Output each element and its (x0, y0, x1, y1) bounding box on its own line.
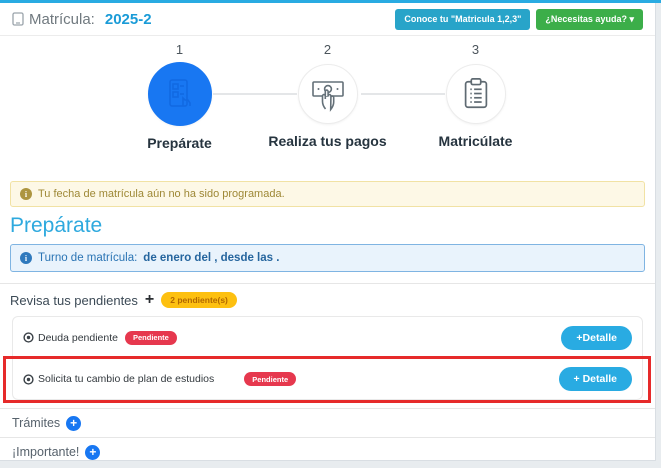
status-badge: Pendiente (125, 330, 177, 345)
matricula-card: Matrícula: 2025-2 Conoce tu "Matricula 1… (0, 3, 656, 461)
step-number: 3 (471, 42, 480, 57)
step-label: Prepárate (147, 135, 212, 151)
turno-info-alert: i Turno de matrícula: de enero del , des… (10, 244, 645, 272)
info-icon: i (20, 252, 32, 264)
pending-row-cambio-plan[interactable]: Solicita tu cambio de plan de estudios P… (3, 356, 651, 403)
dot-circle-icon (23, 332, 34, 343)
step-number: 1 (175, 42, 184, 57)
plus-circle-icon[interactable]: + (66, 415, 82, 431)
info-icon: i (20, 188, 32, 200)
step-number: 2 (323, 42, 332, 57)
pending-item-label: Deuda pendiente (38, 331, 118, 344)
tramites-label: Trámites (12, 416, 61, 430)
turno-value: de enero del , desde las . (143, 252, 280, 264)
step-circle (445, 64, 506, 124)
pending-header: Revisa tus pendientes + 2 pendiente(s) (0, 284, 655, 314)
step-label: Matricúlate (438, 133, 513, 149)
pending-row-deuda[interactable]: Deuda pendiente Pendiente +Detalle (13, 317, 642, 358)
expand-plus-icon[interactable]: + (144, 291, 155, 308)
enrollment-form-icon (163, 77, 197, 111)
detalle-button[interactable]: +Detalle (561, 325, 632, 350)
term-value: 2025-2 (104, 10, 152, 28)
pending-item-label: Solicita tu cambio de plan de estudios (38, 373, 215, 385)
importante-label: ¡Importante! (12, 445, 80, 459)
step-preparate: 1 Prepárate (106, 42, 254, 151)
header: Matrícula: 2025-2 Conoce tu "Matricula 1… (0, 3, 655, 36)
tablet-icon (12, 12, 24, 26)
step-matriculate: 3 Matricúlate (360, 42, 550, 151)
clipboard-list-icon (459, 77, 493, 111)
pending-title: Revisa tus pendientes (10, 292, 138, 308)
ayuda-label: ¿Necesitas ayuda? (545, 13, 627, 24)
header-buttons: Conoce tu "Matricula 1,2,3" ¿Necesitas a… (395, 8, 643, 30)
warning-alert: i Tu fecha de matrícula aún no ha sido p… (10, 181, 645, 207)
enrollment-stepper: 1 Prepárate 2 (0, 42, 655, 151)
step-pagos: 2 Realiza tus pagos (212, 42, 402, 151)
dot-circle-icon (23, 373, 34, 385)
header-title: Matrícula: 2025-2 (12, 11, 152, 28)
step-label: Realiza tus pagos (268, 133, 387, 149)
caret-down-icon: ▾ (629, 13, 634, 24)
pending-list: Deuda pendiente Pendiente +Detalle Solic… (3, 316, 651, 403)
necesitas-ayuda-button[interactable]: ¿Necesitas ayuda? ▾ (536, 8, 643, 30)
header-label: Matrícula: (29, 10, 95, 28)
warning-text: Tu fecha de matrícula aún no ha sido pro… (38, 188, 285, 200)
detalle-button[interactable]: + Detalle (558, 367, 632, 391)
pending-count-badge: 2 pendiente(s) (161, 292, 237, 308)
step-circle-active (147, 62, 212, 126)
importante-section[interactable]: ¡Importante! + (0, 438, 655, 460)
status-badge: Pendiente (244, 372, 297, 386)
payment-hand-icon (310, 76, 346, 112)
plus-circle-icon[interactable]: + (85, 444, 101, 460)
conoce-matricula-button[interactable]: Conoce tu "Matricula 1,2,3" (395, 8, 531, 30)
turno-label: Turno de matrícula: (38, 252, 138, 264)
page-title: Prepárate (10, 214, 103, 237)
divider (0, 283, 655, 284)
tramites-section[interactable]: Trámites + (0, 409, 655, 438)
bottom-accordion: Trámites + ¡Importante! + (0, 408, 655, 460)
step-circle (297, 64, 358, 124)
